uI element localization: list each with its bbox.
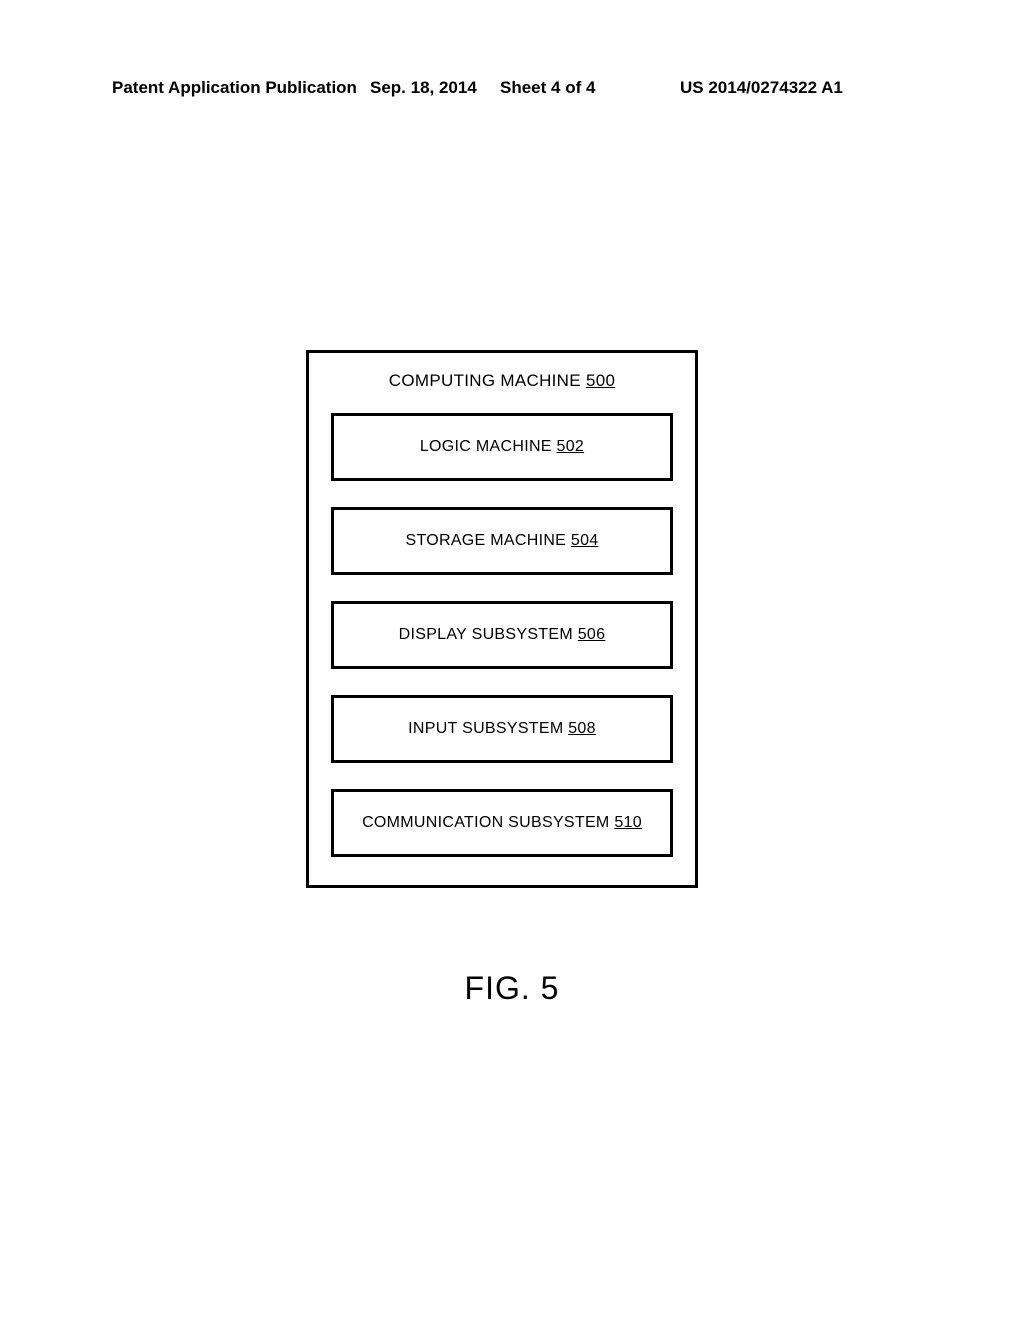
storage-machine-box: STORAGE MACHINE 504 bbox=[331, 507, 673, 575]
figure-label: FIG. 5 bbox=[0, 970, 1024, 1007]
header-publication: Patent Application Publication bbox=[112, 78, 357, 98]
box-ref: 508 bbox=[568, 720, 596, 737]
box-ref: 502 bbox=[557, 438, 585, 455]
outer-ref: 500 bbox=[586, 371, 615, 390]
computing-machine-box: COMPUTING MACHINE 500 LOGIC MACHINE 502 … bbox=[306, 350, 698, 888]
logic-machine-box: LOGIC MACHINE 502 bbox=[331, 413, 673, 481]
header-docnum: US 2014/0274322 A1 bbox=[680, 78, 843, 98]
box-ref: 504 bbox=[571, 532, 599, 549]
display-subsystem-box: DISPLAY SUBSYSTEM 506 bbox=[331, 601, 673, 669]
computing-machine-title: COMPUTING MACHINE 500 bbox=[331, 371, 673, 391]
communication-subsystem-box: COMMUNICATION SUBSYSTEM 510 bbox=[331, 789, 673, 857]
header-sheet: Sheet 4 of 4 bbox=[500, 78, 595, 98]
box-label: LOGIC MACHINE bbox=[420, 438, 552, 455]
box-label: COMMUNICATION SUBSYSTEM bbox=[362, 814, 610, 831]
box-ref: 510 bbox=[614, 814, 642, 831]
input-subsystem-box: INPUT SUBSYSTEM 508 bbox=[331, 695, 673, 763]
outer-label: COMPUTING MACHINE bbox=[389, 371, 581, 390]
header-date: Sep. 18, 2014 bbox=[370, 78, 477, 98]
box-label: STORAGE MACHINE bbox=[405, 532, 566, 549]
box-label: INPUT SUBSYSTEM bbox=[408, 720, 563, 737]
box-ref: 506 bbox=[578, 626, 606, 643]
box-label: DISPLAY SUBSYSTEM bbox=[399, 626, 573, 643]
